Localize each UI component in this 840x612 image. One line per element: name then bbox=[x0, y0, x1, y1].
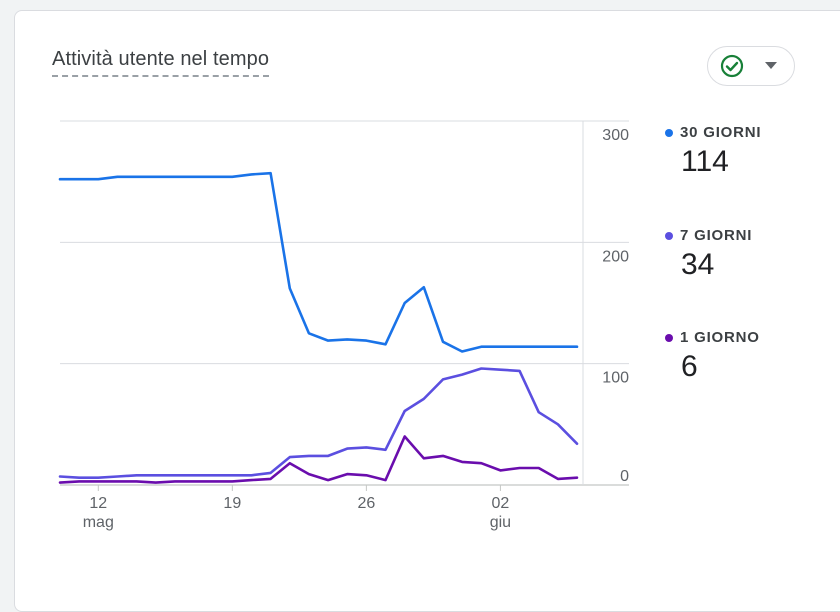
x-tick-label-19: 19 bbox=[223, 495, 241, 512]
legend-item-1-day: 1 GIORNO 6 bbox=[665, 329, 760, 384]
line-chart: 0 100 200 300 12 mag 19 26 02 giu bbox=[58, 120, 629, 531]
legend-dot-7-days bbox=[665, 231, 673, 240]
x-tick-sublabel-giu: giu bbox=[490, 514, 511, 531]
y-tick-label-100: 100 bbox=[602, 370, 629, 387]
y-tick-label-300: 300 bbox=[602, 127, 629, 144]
check-circle-icon bbox=[720, 54, 744, 78]
user-activity-card bbox=[14, 10, 840, 612]
x-tick-sublabel-mag: mag bbox=[83, 514, 114, 531]
legend-label-7-days: 7 GIORNI bbox=[680, 227, 753, 244]
legend-value-30-days: 114 bbox=[681, 145, 729, 178]
series-line-1-day bbox=[58, 435, 579, 484]
legend-value-1-day: 6 bbox=[681, 350, 698, 383]
x-tick-label-02: 02 bbox=[492, 495, 510, 512]
y-tick-label-0: 0 bbox=[620, 468, 629, 485]
y-tick-label-200: 200 bbox=[602, 248, 629, 265]
legend-label-1-day: 1 GIORNO bbox=[680, 329, 760, 346]
legend-label-30-days: 30 GIORNI bbox=[680, 124, 762, 141]
x-tick-label-26: 26 bbox=[357, 495, 375, 512]
legend-item-30-days: 30 GIORNI 114 bbox=[665, 124, 761, 179]
legend-item-7-days: 7 GIORNI 34 bbox=[665, 227, 752, 282]
series-line-7-days bbox=[58, 367, 579, 480]
x-tick-label-12: 12 bbox=[89, 495, 107, 512]
series-line-30-days bbox=[58, 171, 579, 353]
legend-dot-1-day bbox=[665, 333, 673, 342]
chevron-down-icon bbox=[765, 62, 777, 69]
legend-value-7-days: 34 bbox=[681, 248, 715, 281]
data-quality-status-button[interactable] bbox=[707, 46, 795, 86]
legend-dot-30-days bbox=[665, 128, 673, 137]
card-title[interactable]: Attività utente nel tempo bbox=[52, 48, 270, 77]
